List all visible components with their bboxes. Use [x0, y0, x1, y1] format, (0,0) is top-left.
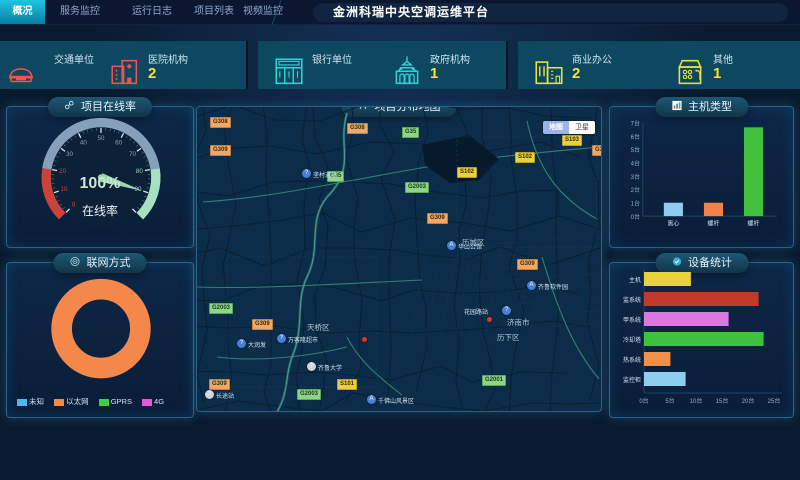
svg-text:6台: 6台 [631, 133, 640, 141]
svg-text:20: 20 [59, 168, 66, 175]
svg-text:7台: 7台 [631, 119, 640, 127]
svg-text:3台: 3台 [631, 173, 640, 181]
svg-text:0台: 0台 [631, 213, 640, 221]
svg-text:5台: 5台 [631, 146, 640, 154]
svg-text:70: 70 [129, 151, 136, 158]
svg-text:50: 50 [98, 135, 105, 142]
svg-text:冷却塔: 冷却塔 [623, 336, 641, 344]
svg-text:15台: 15台 [716, 397, 729, 405]
svg-text:2台: 2台 [631, 186, 640, 194]
svg-text:0台: 0台 [639, 397, 648, 405]
svg-text:1台: 1台 [631, 200, 640, 208]
svg-text:4台: 4台 [631, 160, 640, 168]
svg-text:甲系统: 甲系统 [623, 316, 641, 324]
svg-text:30: 30 [66, 151, 73, 158]
svg-text:10台: 10台 [690, 397, 703, 405]
svg-text:5台: 5台 [665, 397, 674, 405]
svg-text:监系统: 监系统 [623, 296, 641, 304]
svg-text:40: 40 [80, 139, 87, 146]
svg-text:20台: 20台 [742, 397, 755, 405]
svg-text:监控柜: 监控柜 [623, 376, 641, 384]
svg-text:热系统: 热系统 [623, 356, 641, 364]
svg-text:螺杆: 螺杆 [707, 220, 719, 228]
svg-text:螺杆: 螺杆 [748, 220, 760, 228]
svg-text:离心: 离心 [667, 220, 679, 228]
svg-text:80: 80 [136, 168, 143, 175]
svg-text:主机: 主机 [629, 276, 641, 284]
svg-text:60: 60 [115, 139, 122, 146]
svg-text:25台: 25台 [768, 397, 781, 405]
